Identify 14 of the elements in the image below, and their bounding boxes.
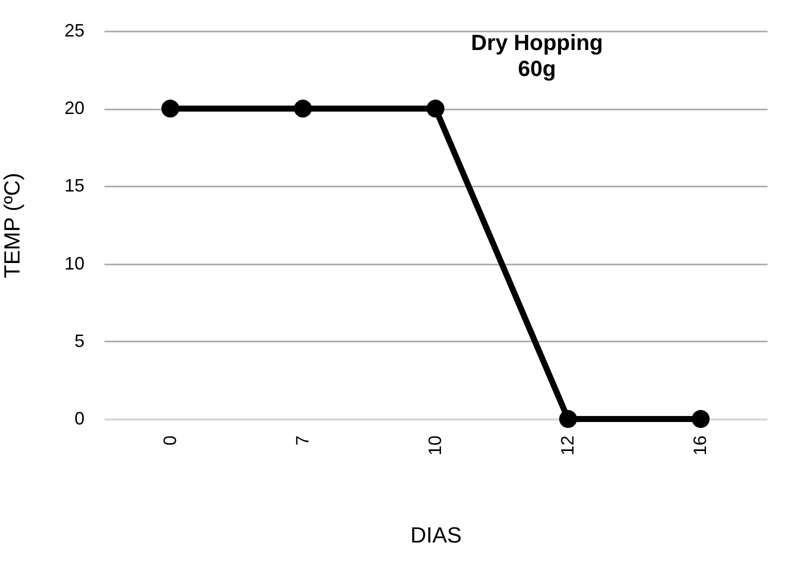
x-tick-label: 10 (425, 436, 445, 456)
x-tick-label: 0 (160, 436, 180, 446)
x-tick-label: 7 (292, 436, 312, 446)
y-tick-label: 10 (64, 253, 84, 274)
y-axis-title: TEMP (ºC) (0, 172, 24, 278)
y-tick-label: 20 (64, 98, 84, 118)
y-tick-label: 25 (64, 20, 84, 40)
x-tick-label: 16 (690, 436, 710, 456)
annotation: Dry Hopping 60g (471, 30, 603, 81)
x-tick-label: 12 (558, 436, 578, 456)
y-tick-label: 5 (74, 330, 84, 351)
y-tick-label: 0 (74, 408, 84, 428)
y-tick-label: 15 (64, 176, 84, 196)
x-axis-title: DIAS (410, 522, 462, 548)
